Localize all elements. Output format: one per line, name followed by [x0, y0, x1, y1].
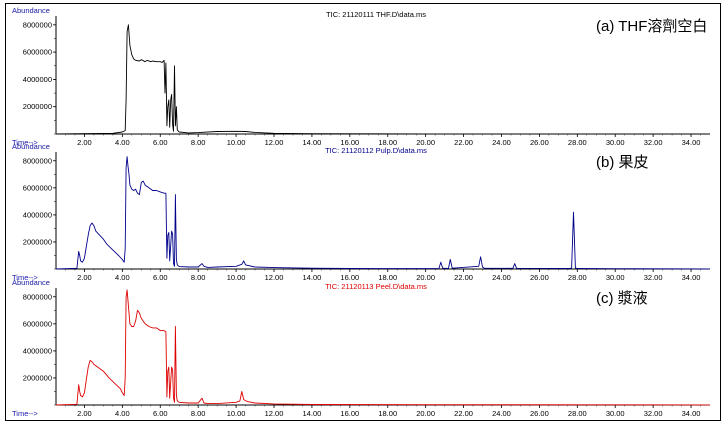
x-tick-label: 10.00: [227, 273, 246, 282]
panel-annotation: (c) 漿液: [596, 290, 648, 307]
y-axis-label: Abundance: [12, 142, 50, 151]
x-tick-label: 26.00: [530, 138, 549, 147]
x-tick-label: 28.00: [568, 138, 587, 147]
x-tick-label: 34.00: [682, 409, 701, 418]
x-tick-label: 14.00: [303, 273, 322, 282]
x-tick-label: 12.00: [265, 138, 284, 147]
x-tick-label: 14.00: [303, 409, 322, 418]
x-axis-label: Time-->: [12, 409, 38, 418]
x-tick-label: 12.00: [265, 409, 284, 418]
x-tick-label: 16.00: [340, 138, 359, 147]
x-tick-label: 10.00: [227, 138, 246, 147]
x-tick-label: 18.00: [378, 138, 397, 147]
x-tick-label: 4.00: [115, 409, 130, 418]
x-tick-label: 8.00: [191, 273, 206, 282]
x-tick-label: 2.00: [77, 409, 92, 418]
x-tick-label: 18.00: [378, 409, 397, 418]
x-tick-label: 28.00: [568, 273, 587, 282]
x-tick-label: 22.00: [454, 409, 473, 418]
x-tick-label: 2.00: [77, 138, 92, 147]
y-tick-label: 8000000: [23, 156, 52, 165]
x-tick-label: 6.00: [153, 273, 168, 282]
y-tick-label: 2000000: [23, 237, 52, 246]
x-tick-label: 24.00: [492, 273, 511, 282]
y-tick-label: 8000000: [23, 20, 52, 29]
x-tick-label: 22.00: [454, 138, 473, 147]
tic-series-line: [55, 24, 710, 135]
tic-series-line: [55, 289, 711, 406]
x-tick-label: 28.00: [568, 409, 587, 418]
x-tick-label: 10.00: [227, 409, 246, 418]
x-tick-label: 24.00: [492, 138, 511, 147]
x-tick-label: 32.00: [644, 138, 663, 147]
x-tick-label: 6.00: [153, 138, 168, 147]
x-tick-label: 4.00: [115, 138, 130, 147]
chromatogram-header: TIC: 21120112 Pulp.D\data.ms: [325, 146, 427, 155]
x-tick-label: 34.00: [682, 138, 701, 147]
chromatogram-figure: 2000000 4000000 6000000 8000000 2.00 4.00 6.00…: [5, 3, 721, 421]
x-tick-label: 32.00: [644, 273, 663, 282]
x-tick-label: 20.00: [416, 273, 435, 282]
chromatogram-header: TIC: 21120111 THF.D\data.ms: [326, 10, 426, 19]
panel-annotation: (a) THF溶劑空白: [596, 18, 707, 35]
x-tick-label: 20.00: [416, 138, 435, 147]
x-tick-label: 30.00: [606, 273, 625, 282]
tic-series-line: [55, 156, 711, 270]
x-tick-label: 18.00: [378, 273, 397, 282]
x-axis-label: Time-->: [12, 273, 38, 282]
x-tick-label: 8.00: [191, 138, 206, 147]
chromatogram-header: TIC: 21120113 Peel.D\data.ms: [325, 282, 427, 291]
x-tick-label: 22.00: [454, 273, 473, 282]
y-axis-label: Abundance: [12, 6, 50, 15]
x-tick-label: 30.00: [606, 138, 625, 147]
y-tick-label: 2000000: [23, 102, 52, 111]
y-tick-label: 4000000: [23, 346, 52, 355]
x-axis-label: Time-->: [12, 138, 38, 147]
x-tick-label: 30.00: [606, 409, 625, 418]
y-tick-label: 2000000: [23, 373, 52, 382]
y-tick-label: 6000000: [23, 48, 52, 57]
x-tick-label: 26.00: [530, 273, 549, 282]
x-tick-label: 24.00: [492, 409, 511, 418]
x-tick-label: 26.00: [530, 409, 549, 418]
x-tick-label: 20.00: [416, 409, 435, 418]
x-tick-label: 12.00: [265, 273, 284, 282]
x-tick-label: 6.00: [153, 409, 168, 418]
x-tick-label: 14.00: [303, 138, 322, 147]
x-tick-label: 2.00: [77, 273, 92, 282]
y-axis-label: Abundance: [12, 278, 50, 287]
y-tick-label: 4000000: [23, 210, 52, 219]
panel-annotation: (b) 果皮: [596, 154, 649, 171]
x-tick-label: 16.00: [340, 273, 359, 282]
x-tick-label: 34.00: [682, 273, 701, 282]
y-tick-label: 6000000: [23, 319, 52, 328]
x-tick-label: 8.00: [191, 409, 206, 418]
x-tick-label: 16.00: [340, 409, 359, 418]
x-tick-label: 32.00: [644, 409, 663, 418]
x-tick-label: 4.00: [115, 273, 130, 282]
y-tick-label: 4000000: [23, 75, 52, 84]
y-tick-label: 6000000: [23, 183, 52, 192]
y-tick-label: 8000000: [23, 292, 52, 301]
chromatogram-svg: 2000000 4000000 6000000 8000000 2.00 4.00 6.00…: [12, 6, 711, 418]
